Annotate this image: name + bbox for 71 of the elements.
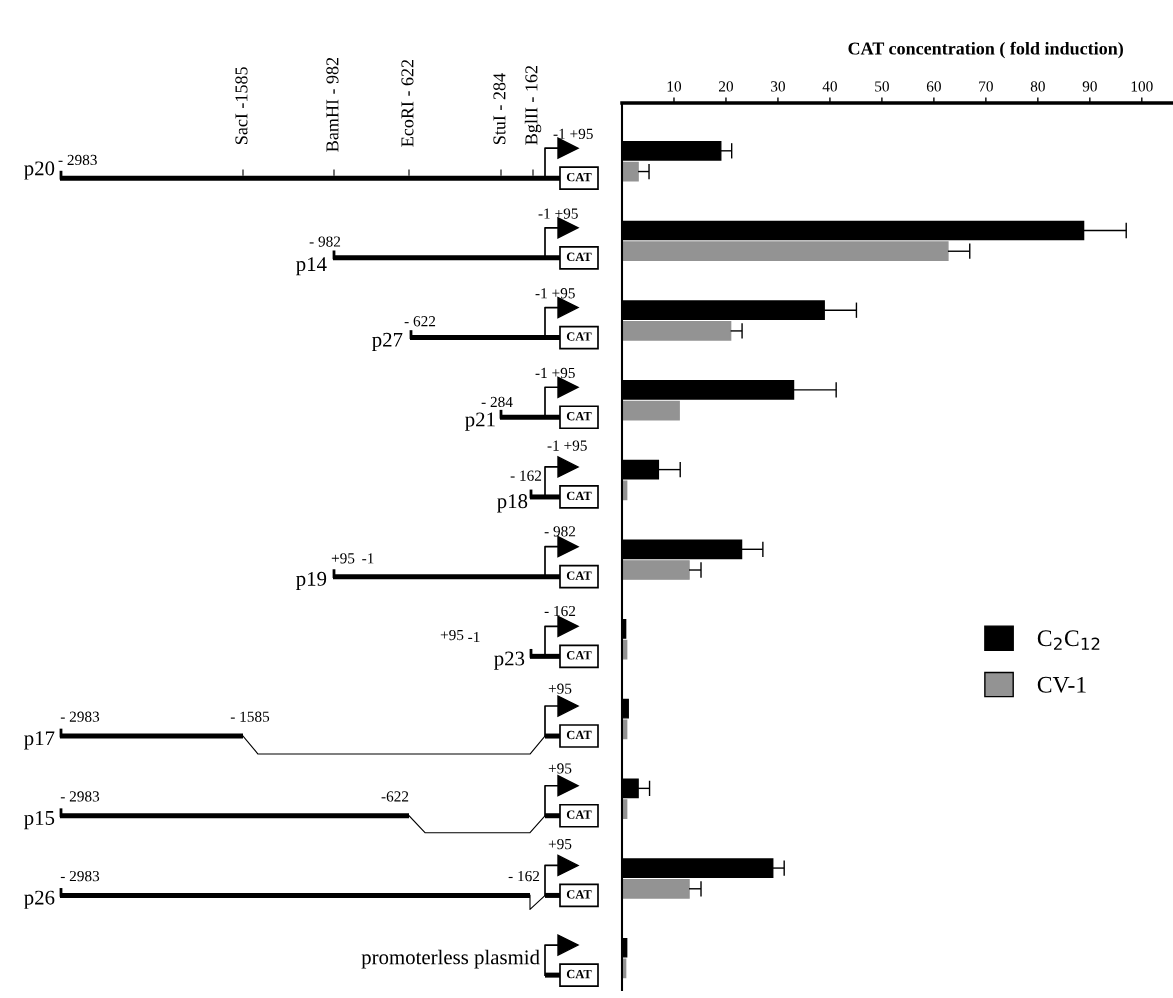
text: - 622 <box>404 316 436 327</box>
text: CAT <box>566 491 592 501</box>
text: +95 <box>548 838 572 850</box>
text: CAT <box>566 969 592 979</box>
text: -1 <box>362 553 374 564</box>
text: CAT <box>566 252 592 261</box>
text: CAT <box>566 890 592 899</box>
text: p23 <box>494 651 525 670</box>
text: p20 <box>24 161 55 180</box>
text: - 162 <box>510 470 542 481</box>
bar <box>622 161 639 182</box>
text: SacI -1585 <box>235 67 248 144</box>
text: - 1585 <box>230 711 270 722</box>
text: -1 +95 <box>535 367 575 379</box>
x-tick-label: 80 <box>1030 81 1045 92</box>
text: CAT <box>566 332 592 341</box>
x-tick-label: 40 <box>822 81 837 92</box>
x-tick-label: 70 <box>979 81 993 92</box>
bar <box>622 560 690 580</box>
text: p17 <box>24 731 55 750</box>
text: - 162 <box>508 870 540 882</box>
text: - 2983 <box>60 711 100 722</box>
text: promoterless plasmid <box>361 949 540 969</box>
bar <box>622 400 680 421</box>
text: +95 <box>548 763 572 774</box>
x-tick-label: 100 <box>1131 81 1153 92</box>
text: +95 <box>331 553 355 564</box>
text: - 982 <box>309 236 341 247</box>
x-tick-label: 90 <box>1082 81 1097 92</box>
text: CAT <box>566 172 592 182</box>
text: - 2983 <box>58 154 97 166</box>
text: - 982 <box>544 526 576 537</box>
bar <box>622 241 949 262</box>
text: CAT <box>566 571 592 580</box>
text: CAT <box>566 651 592 660</box>
x-tick-label: 10 <box>667 81 682 92</box>
x-tick-label: 20 <box>718 81 734 92</box>
text: BamHI - 982 <box>326 57 339 152</box>
text: CAT <box>566 730 592 740</box>
text: -1 +95 <box>538 208 578 219</box>
text: p21 <box>465 412 495 431</box>
text: StuI - 284 <box>493 73 506 144</box>
chart-title: CAT concentration ( fold induction) <box>848 41 1123 59</box>
text: p15 <box>24 810 55 830</box>
text: p14 <box>296 257 327 276</box>
x-tick-label: 60 <box>926 81 941 92</box>
text: -622 <box>381 791 409 802</box>
text: -1 <box>468 631 480 643</box>
text: -1 +95 <box>535 288 575 299</box>
text: EcoRI - 622 <box>401 59 414 147</box>
text: - 2983 <box>60 791 100 802</box>
legend-label: CV-1 <box>1037 676 1086 693</box>
text: p27 <box>372 332 403 352</box>
text: - 162 <box>544 605 576 617</box>
text: - 284 <box>481 396 513 408</box>
x-tick-label: 50 <box>875 81 889 92</box>
text: CAT <box>566 411 592 421</box>
text: -1 +95 <box>547 440 587 451</box>
text: CAT <box>566 810 592 819</box>
text: p19 <box>296 571 327 591</box>
text: p26 <box>24 890 55 909</box>
text: +95 <box>548 683 572 694</box>
legend-label: C$_{2}$C$_{12}$ <box>1037 630 1100 650</box>
text: - 2983 <box>60 870 100 882</box>
text: -1 +95 <box>553 128 593 139</box>
x-tick-label: 30 <box>771 81 785 92</box>
text: +95 <box>440 629 464 641</box>
bar <box>622 878 690 899</box>
bar <box>622 321 732 341</box>
text: p18 <box>497 494 528 513</box>
text: BglII - 162 <box>524 65 542 145</box>
